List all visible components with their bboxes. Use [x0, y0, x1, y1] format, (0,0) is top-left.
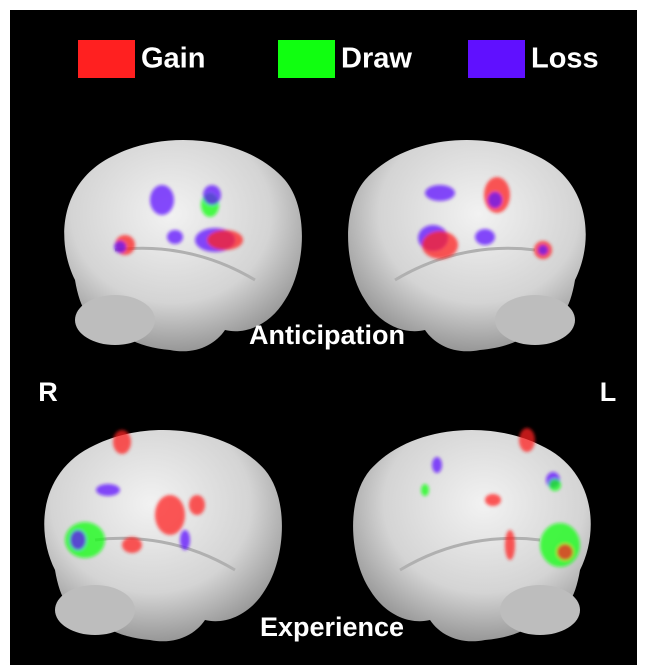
activation-blob: [432, 457, 442, 473]
panel-label: Experience: [260, 612, 404, 642]
activation-blob: [155, 495, 185, 535]
activation-blob: [421, 484, 429, 496]
cerebellum: [75, 295, 155, 345]
activation-blob: [422, 231, 458, 259]
legend-label: Draw: [341, 43, 412, 75]
activation-blob: [475, 229, 495, 245]
figure: Gain Draw Loss Anticipation Experience R L: [0, 0, 645, 671]
activation-blob: [189, 495, 205, 515]
activation-blob: [207, 230, 243, 250]
side-label: L: [600, 377, 617, 407]
activation-blob: [488, 192, 502, 208]
legend-swatch: [468, 40, 525, 78]
activation-blob: [538, 245, 548, 255]
activation-blob: [203, 185, 221, 205]
activation-blob: [114, 241, 126, 253]
activation-blob: [167, 230, 183, 244]
legend-swatch: [278, 40, 335, 78]
side-label: R: [38, 377, 58, 407]
activation-blob: [549, 479, 561, 491]
activation-blob: [70, 530, 86, 550]
legend-label: Gain: [141, 43, 205, 75]
activation-blob: [557, 544, 573, 560]
cerebellum: [500, 585, 580, 635]
activation-blob: [122, 537, 142, 553]
activation-blob: [485, 494, 501, 506]
cerebellum: [55, 585, 135, 635]
activation-blob: [425, 185, 455, 201]
legend-label: Loss: [531, 43, 599, 75]
activation-blob: [113, 430, 131, 454]
activation-blob: [180, 530, 190, 550]
activation-blob: [96, 484, 120, 496]
legend-swatch: [78, 40, 135, 78]
activation-blob: [505, 530, 515, 560]
panel-label: Anticipation: [249, 320, 405, 350]
cerebellum: [495, 295, 575, 345]
activation-blob: [150, 185, 174, 215]
activation-blob: [540, 523, 580, 567]
activation-blob: [519, 428, 535, 452]
